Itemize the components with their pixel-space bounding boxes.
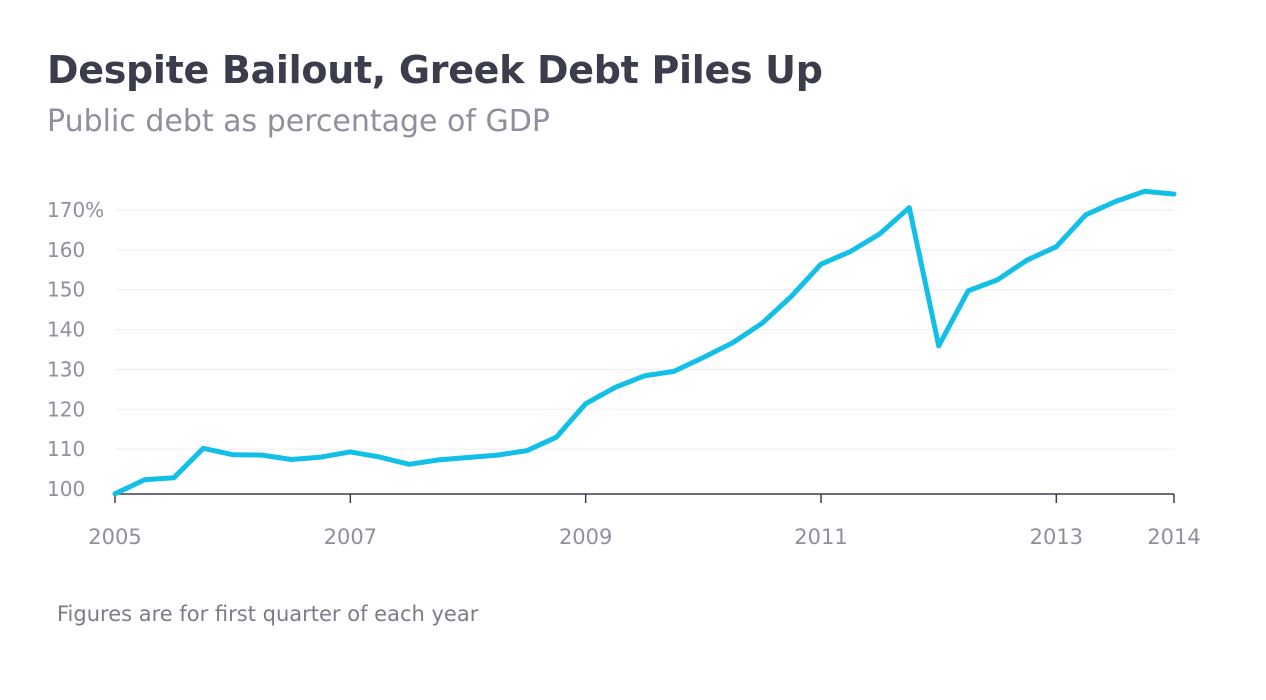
- x-tick-label: 2007: [324, 525, 377, 549]
- series-layer: [112, 188, 1177, 497]
- data-point: [554, 435, 559, 440]
- data-point: [230, 452, 235, 457]
- data-point: [936, 343, 941, 348]
- chart-subtitle: Public debt as percentage of GDP: [47, 104, 550, 139]
- y-tick-label: 100: [47, 477, 85, 501]
- footnote: Figures are for first quarter of each ye…: [57, 602, 479, 626]
- data-point: [1172, 192, 1177, 197]
- y-tick-label: 130: [47, 357, 85, 381]
- x-tick-label: 2011: [794, 525, 847, 549]
- series-line: [112, 188, 1177, 497]
- data-point: [907, 205, 912, 210]
- data-point: [466, 455, 471, 460]
- data-point: [966, 288, 971, 293]
- y-tick-label: 170%: [47, 198, 104, 222]
- data-point: [1113, 199, 1118, 204]
- data-point: [1054, 244, 1059, 249]
- gridlines: [115, 209, 1174, 450]
- data-point: [1024, 258, 1029, 263]
- y-tick-label: 110: [47, 437, 85, 461]
- data-point: [407, 462, 412, 467]
- data-point: [436, 457, 441, 462]
- y-axis-ticks: 100 110 120 130 140 150 160 170%: [47, 198, 104, 501]
- data-point: [819, 262, 824, 267]
- data-point: [1083, 212, 1088, 217]
- data-point: [171, 475, 176, 480]
- data-point: [613, 385, 618, 390]
- data-point: [289, 457, 294, 462]
- data-point: [995, 277, 1000, 282]
- x-tick-label: 2013: [1030, 525, 1083, 549]
- data-point: [671, 369, 676, 374]
- x-axis: 2005 2007 2009 2011 2013 2014: [88, 493, 1201, 549]
- data-point: [583, 401, 588, 406]
- data-point: [789, 294, 794, 299]
- data-point: [495, 453, 500, 458]
- data-point: [142, 477, 147, 482]
- data-point: [377, 455, 382, 460]
- x-tick-label: 2014: [1147, 525, 1200, 549]
- data-point: [318, 455, 323, 460]
- data-point: [524, 448, 529, 453]
- y-tick-label: 140: [47, 318, 85, 342]
- data-point: [701, 355, 706, 360]
- x-tick-label: 2009: [559, 525, 612, 549]
- y-tick-label: 120: [47, 397, 85, 421]
- x-tick-label: 2005: [88, 525, 141, 549]
- data-point: [760, 321, 765, 326]
- data-point: [201, 446, 206, 451]
- data-point: [730, 340, 735, 345]
- data-point: [113, 491, 118, 496]
- y-tick-label: 160: [47, 238, 85, 262]
- data-point: [348, 449, 353, 454]
- data-point: [642, 373, 647, 378]
- data-point: [877, 231, 882, 236]
- data-point: [848, 249, 853, 254]
- chart-title: Despite Bailout, Greek Debt Piles Up: [47, 48, 823, 92]
- data-point: [1142, 189, 1147, 194]
- y-tick-label: 150: [47, 278, 85, 302]
- data-point: [260, 453, 265, 458]
